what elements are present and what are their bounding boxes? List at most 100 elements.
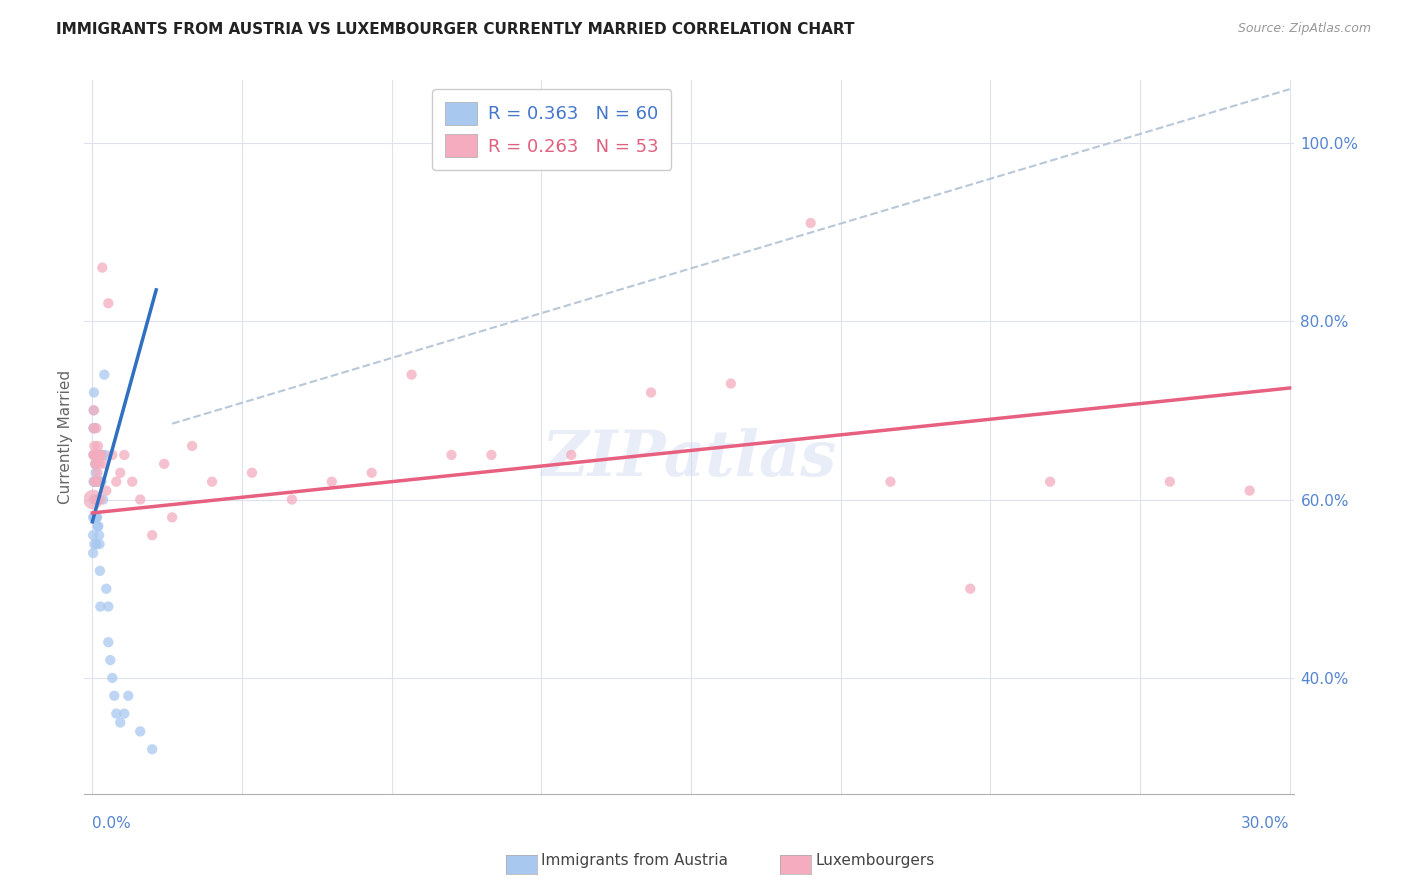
- Point: [86, 448, 108, 462]
- Point: [87, 519, 110, 533]
- Point: [121, 475, 143, 489]
- Point: [1239, 483, 1261, 498]
- Point: [90, 475, 112, 489]
- Point: [83, 475, 105, 489]
- Text: Immigrants from Austria: Immigrants from Austria: [541, 854, 728, 868]
- Point: [97, 296, 120, 310]
- Point: [82, 510, 104, 524]
- Point: [89, 448, 111, 462]
- Point: [83, 475, 105, 489]
- Point: [89, 492, 111, 507]
- Legend: R = 0.363   N = 60, R = 0.263   N = 53: R = 0.363 N = 60, R = 0.263 N = 53: [432, 89, 671, 170]
- Point: [87, 448, 110, 462]
- Point: [93, 457, 115, 471]
- Point: [84, 510, 107, 524]
- Point: [959, 582, 981, 596]
- Point: [84, 475, 107, 489]
- Point: [87, 492, 110, 507]
- Point: [83, 421, 105, 435]
- Point: [83, 448, 105, 462]
- Point: [86, 457, 108, 471]
- Point: [84, 475, 107, 489]
- Point: [401, 368, 423, 382]
- Point: [105, 706, 128, 721]
- Point: [83, 475, 105, 489]
- Text: 0.0%: 0.0%: [93, 816, 131, 831]
- Point: [201, 475, 224, 489]
- Point: [129, 492, 152, 507]
- Text: Luxembourgers: Luxembourgers: [815, 854, 935, 868]
- Point: [83, 448, 105, 462]
- Point: [90, 448, 112, 462]
- Point: [90, 448, 112, 462]
- Point: [84, 457, 107, 471]
- Point: [141, 528, 163, 542]
- Point: [83, 475, 105, 489]
- Point: [1039, 475, 1062, 489]
- Point: [94, 448, 117, 462]
- Text: ZIPatlas: ZIPatlas: [541, 428, 837, 489]
- Point: [560, 448, 582, 462]
- Point: [800, 216, 823, 230]
- Point: [89, 528, 111, 542]
- Point: [103, 689, 125, 703]
- Point: [96, 582, 118, 596]
- Point: [84, 492, 107, 507]
- Point: [93, 368, 115, 382]
- Point: [82, 546, 104, 560]
- Point: [153, 457, 176, 471]
- Point: [440, 448, 463, 462]
- Point: [84, 492, 107, 507]
- Point: [83, 403, 105, 417]
- Text: Source: ZipAtlas.com: Source: ZipAtlas.com: [1237, 22, 1371, 36]
- Point: [110, 466, 132, 480]
- Point: [89, 564, 111, 578]
- Point: [98, 653, 121, 667]
- Point: [86, 421, 108, 435]
- Point: [89, 537, 111, 551]
- Point: [101, 448, 124, 462]
- Point: [640, 385, 662, 400]
- Point: [83, 385, 105, 400]
- Point: [86, 475, 108, 489]
- Point: [86, 466, 108, 480]
- Point: [83, 510, 105, 524]
- Point: [86, 510, 108, 524]
- Point: [84, 466, 107, 480]
- Point: [112, 448, 135, 462]
- Point: [181, 439, 204, 453]
- Point: [97, 635, 120, 649]
- Point: [91, 260, 114, 275]
- Point: [86, 519, 108, 533]
- Text: 30.0%: 30.0%: [1241, 816, 1289, 831]
- Point: [87, 448, 110, 462]
- Point: [83, 439, 105, 453]
- Point: [86, 492, 108, 507]
- Point: [86, 510, 108, 524]
- Point: [82, 492, 104, 507]
- Point: [112, 706, 135, 721]
- Point: [117, 689, 139, 703]
- Point: [720, 376, 742, 391]
- Point: [83, 448, 105, 462]
- Point: [89, 457, 111, 471]
- Point: [96, 483, 118, 498]
- Point: [87, 439, 110, 453]
- Point: [83, 510, 105, 524]
- Point: [141, 742, 163, 756]
- Point: [240, 466, 263, 480]
- Point: [360, 466, 382, 480]
- Point: [481, 448, 503, 462]
- Point: [105, 475, 128, 489]
- Point: [91, 492, 114, 507]
- Point: [84, 510, 107, 524]
- Point: [101, 671, 124, 685]
- Point: [83, 448, 105, 462]
- Point: [83, 448, 105, 462]
- Point: [321, 475, 343, 489]
- Point: [83, 421, 105, 435]
- Point: [110, 715, 132, 730]
- Point: [86, 537, 108, 551]
- Point: [83, 492, 105, 507]
- Point: [86, 492, 108, 507]
